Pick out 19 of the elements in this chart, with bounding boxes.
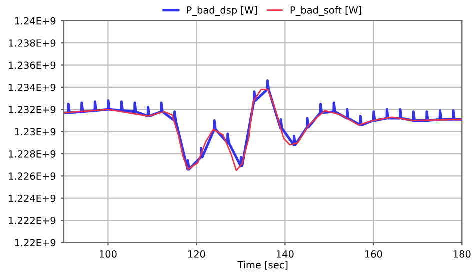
y-tick-label: 1.224E+9 (9, 194, 56, 202)
y-tick-label: 1.222E+9 (9, 217, 56, 224)
x-tick-label: 120 (188, 250, 206, 258)
y-tick-label: 1.23E+9 (15, 128, 56, 136)
x-tick-label: 100 (100, 250, 117, 258)
y-tick-label: 1.228E+9 (9, 150, 56, 158)
x-tick-label: 160 (365, 250, 382, 258)
y-tick-label: 1.22E+9 (15, 239, 56, 247)
x-tick-label: 140 (276, 250, 294, 258)
legend-label: P_bad_dsp [W] (187, 6, 258, 16)
y-tick-label: 1.24E+9 (15, 17, 56, 25)
y-tick-label: 1.232E+9 (9, 106, 56, 114)
y-tick-label: 1.236E+9 (9, 62, 56, 70)
x-axis-title: Time [sec] (238, 261, 288, 270)
y-tick-label: 1.226E+9 (9, 172, 56, 180)
y-tick-label: 1.234E+9 (9, 84, 56, 92)
y-tick-label: 1.238E+9 (9, 40, 56, 47)
legend-label: P_bad_soft [W] (290, 6, 362, 16)
x-tick-label: 180 (454, 250, 471, 258)
